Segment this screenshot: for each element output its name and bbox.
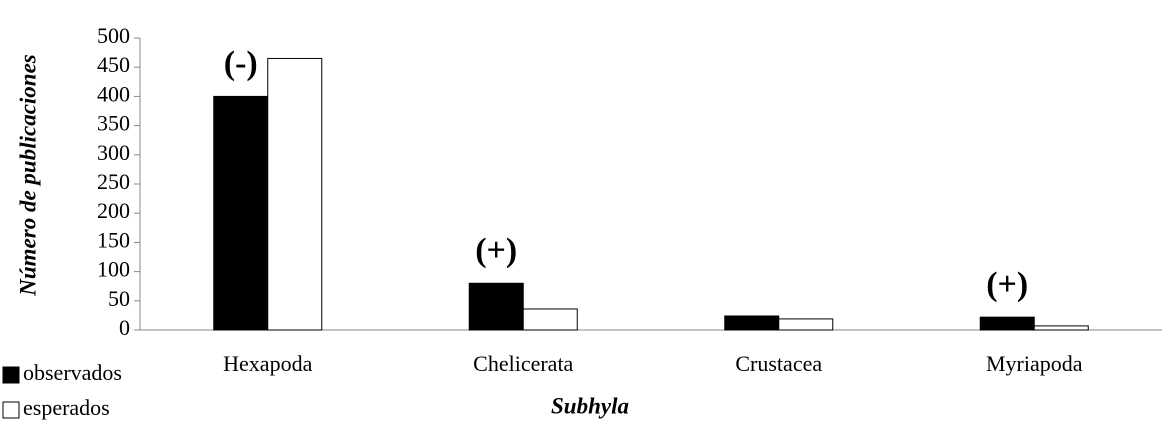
bar: [1033, 325, 1089, 331]
annotation: (+): [475, 232, 517, 269]
bar: [778, 318, 834, 331]
y-tick-label: 150: [97, 227, 130, 252]
y-tick-label: 350: [97, 111, 130, 136]
legend-label: esperados: [23, 395, 110, 420]
y-tick-label: 0: [119, 315, 130, 340]
y-tick-label: 500: [97, 23, 130, 48]
y-tick-label: 50: [108, 286, 130, 311]
bar: [468, 282, 524, 331]
annotation: (+): [986, 266, 1028, 303]
x-tick-label: Crustacea: [735, 351, 822, 376]
y-tick-label: 300: [97, 140, 130, 165]
y-tick-label: 250: [97, 169, 130, 194]
y-tick-label: 400: [97, 81, 130, 106]
annotation: (-): [224, 45, 258, 82]
y-tick-label: 200: [97, 198, 130, 223]
bar: [979, 316, 1035, 331]
y-axis-label: Número de publicaciones: [15, 54, 40, 297]
x-tick-label: Myriapoda: [986, 351, 1083, 376]
y-tick-label: 100: [97, 257, 130, 282]
legend-label: observados: [23, 360, 122, 385]
x-axis-label: Subhyla: [551, 393, 629, 418]
bar: [267, 57, 323, 331]
legend-swatch: [2, 366, 20, 384]
legend-swatch: [2, 401, 20, 419]
bar: [213, 95, 269, 331]
bar: [724, 315, 780, 331]
bar: [522, 308, 578, 331]
x-tick-label: Hexapoda: [223, 351, 312, 376]
x-tick-label: Chelicerata: [473, 351, 573, 376]
y-tick-label: 450: [97, 52, 130, 77]
